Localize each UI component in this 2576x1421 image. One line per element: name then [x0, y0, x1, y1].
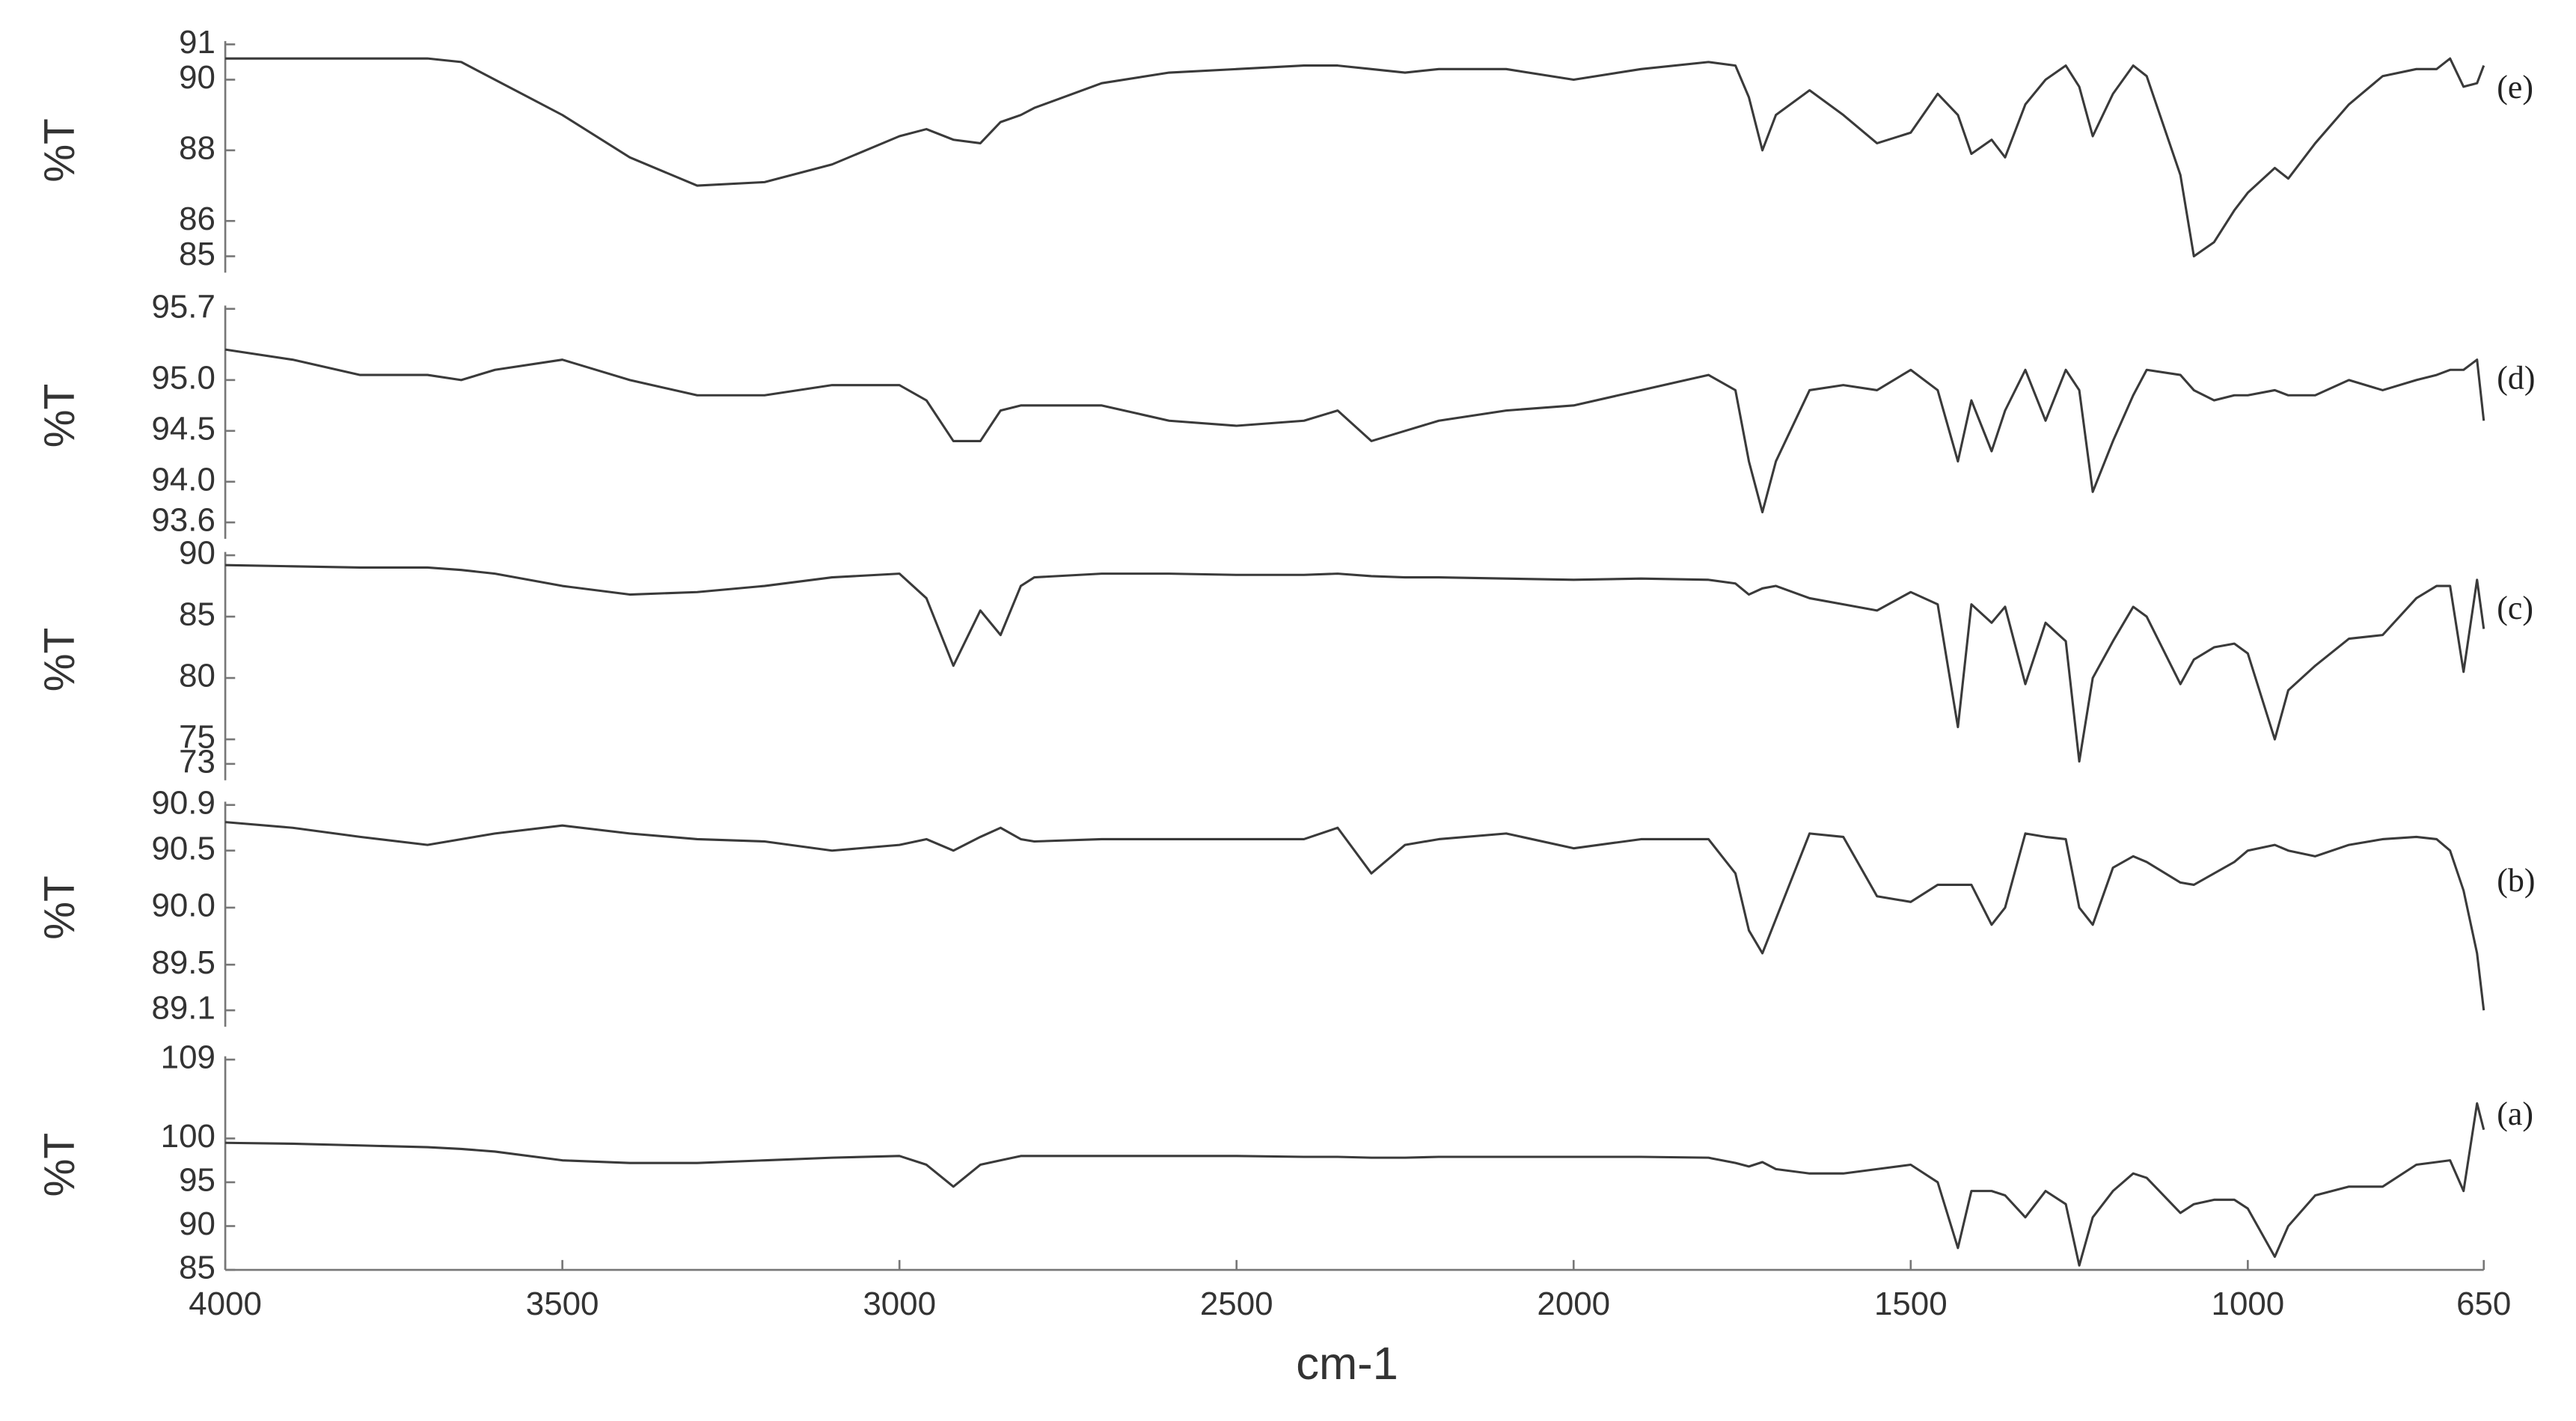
y-tick-label: 75: [179, 719, 215, 756]
y-tick-label: 89.5: [151, 944, 215, 981]
y-tick-label: 109: [161, 1039, 215, 1076]
panel-label: (d): [2497, 360, 2535, 396]
x-tick-label: 1500: [1874, 1286, 1948, 1322]
y-tick-label: 93.6: [151, 502, 215, 539]
y-tick-label: 94.5: [151, 410, 215, 447]
y-tick-label: 90.0: [151, 887, 215, 924]
y-tick-label: 89.1: [151, 990, 215, 1027]
y-tick-label: 90: [179, 1205, 215, 1242]
spectrum-line: [225, 563, 2485, 763]
spectrum-line: [224, 348, 2485, 514]
x-tick-label: 2000: [1537, 1286, 1610, 1322]
y-axis-label: %T: [36, 118, 84, 183]
x-tick-label: 2500: [1200, 1286, 1273, 1322]
y-tick-label: 95: [179, 1162, 215, 1199]
panel-label: (a): [2497, 1096, 2533, 1132]
spectrum-line: [225, 1102, 2485, 1267]
y-axis-label: %T: [36, 875, 84, 940]
x-tick-label: 650: [2456, 1286, 2511, 1322]
y-tick-label: 95.0: [151, 359, 215, 396]
panel-label: (b): [2497, 863, 2535, 899]
y-tick-label: 90.9: [151, 784, 215, 821]
x-tick-label: 3000: [863, 1286, 936, 1322]
y-tick-label: 88: [179, 129, 215, 166]
y-tick-label: 90: [179, 535, 215, 572]
panel-label: (e): [2497, 70, 2533, 106]
y-tick-label: 95.7: [151, 288, 215, 325]
y-tick-label: 90.5: [151, 830, 215, 867]
y-tick-label: 90: [179, 59, 215, 96]
y-tick-label: 91: [179, 24, 215, 61]
x-tick-label: 3500: [526, 1286, 599, 1322]
y-tick-label: 73: [179, 743, 215, 780]
y-axis-label: %T: [36, 1133, 84, 1197]
y-axis-label: %T: [36, 628, 84, 692]
x-axis-label: cm-1: [1296, 1338, 1398, 1390]
y-tick-label: 94.0: [151, 461, 215, 498]
y-tick-label: 100: [161, 1118, 215, 1155]
y-tick-label: 86: [179, 201, 215, 237]
spectrum-line: [225, 57, 2485, 258]
y-axis-label: %T: [36, 384, 84, 448]
y-tick-label: 85: [179, 1250, 215, 1286]
y-tick-label: 85: [179, 236, 215, 272]
x-tick-label: 1000: [2212, 1286, 2285, 1322]
x-tick-label: 4000: [189, 1286, 262, 1322]
y-tick-label: 85: [179, 596, 215, 633]
y-tick-label: 80: [179, 658, 215, 694]
panel-label: (c): [2497, 590, 2533, 626]
spectrum-line: [224, 821, 2485, 1011]
